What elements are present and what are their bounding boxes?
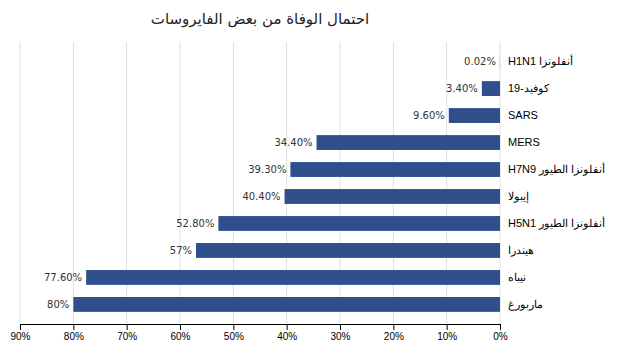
x-tick: 20% <box>384 324 404 342</box>
grid-line <box>20 42 21 324</box>
x-tick-label: 10% <box>437 331 457 342</box>
bar <box>499 54 500 69</box>
x-tick-mark <box>127 324 128 330</box>
data-label: 9.60% <box>413 110 445 121</box>
x-tick-mark <box>20 324 21 330</box>
data-label: 52.80% <box>176 218 214 229</box>
y-tick-label: هيندرا <box>508 244 534 257</box>
bar <box>196 243 500 258</box>
y-tick: أنفلونزا H1N1 <box>508 54 573 68</box>
x-tick-label: 40% <box>277 331 297 342</box>
data-label: 0.02% <box>464 56 496 67</box>
bar <box>290 162 500 177</box>
bar <box>86 270 500 285</box>
x-tick: 30% <box>330 324 350 342</box>
x-tick-label: 60% <box>170 331 190 342</box>
x-tick-mark <box>340 324 341 330</box>
data-label: 57% <box>170 245 192 256</box>
grid <box>20 42 500 324</box>
bar <box>449 108 500 123</box>
x-tick-label: 0% <box>493 331 508 342</box>
bar <box>317 135 500 150</box>
x-tick: 90% <box>10 324 30 342</box>
bars <box>73 54 500 312</box>
x-tick-label: 20% <box>384 331 404 342</box>
data-label: 40.40% <box>242 191 280 202</box>
bar <box>218 216 500 231</box>
data-label: 80% <box>47 299 69 310</box>
y-tick: كوفيد-19 <box>508 82 550 95</box>
y-axis: ماربورغ نيباه هيندرا أنفلونزا الطيور H5N1 إي… <box>508 54 605 311</box>
x-tick-mark <box>500 324 501 330</box>
x-tick-label: 70% <box>117 331 137 342</box>
x-tick: 10% <box>437 324 457 342</box>
x-tick: 40% <box>277 324 297 342</box>
data-label: 3.40% <box>446 83 478 94</box>
y-tick-label: أنفلونزا الطيور H5N1 <box>508 216 605 230</box>
x-tick-label: 80% <box>64 331 84 342</box>
plot: 90% 80% 70% 60% 50% 40% 30% 20% 10% 0% ماربورغ نيبا… <box>10 42 605 342</box>
y-tick-label: ماربورغ <box>508 298 543 311</box>
y-tick-label: أنفلونزا H1N1 <box>508 54 573 68</box>
x-tick-mark <box>393 324 394 330</box>
x-tick: 70% <box>117 324 137 342</box>
y-tick: أنفلونزا الطيور H5N1 <box>508 216 605 230</box>
x-tick-mark <box>73 324 74 330</box>
x-axis: 90% 80% 70% 60% 50% 40% 30% 20% 10% 0% <box>10 324 507 342</box>
bar <box>482 81 500 96</box>
bar <box>73 297 500 312</box>
y-tick-label: نيباه <box>508 271 526 283</box>
y-tick-label: MERS <box>508 136 540 148</box>
x-tick: 0% <box>493 324 508 342</box>
x-tick: 80% <box>64 324 84 342</box>
x-tick-mark <box>287 324 288 330</box>
x-tick-mark <box>447 324 448 330</box>
bar <box>285 189 500 204</box>
y-tick-label: أنفلونزا الطيور H7N9 <box>508 162 605 176</box>
y-tick: هيندرا <box>508 244 534 257</box>
y-tick-label: إيبولا <box>508 190 529 203</box>
data-labels: 80% 77.60% 57% 52.80% 40.40% 39.30% 34.40% 9.60… <box>44 56 496 310</box>
title: احتمال الوفاة من بعض الفايروسات <box>151 10 369 28</box>
y-tick: ماربورغ <box>508 298 543 311</box>
y-tick-label: SARS <box>508 109 538 121</box>
chart: 90% 80% 70% 60% 50% 40% 30% 20% 10% 0% ماربورغ نيبا… <box>0 0 640 352</box>
data-label: 39.30% <box>248 164 286 175</box>
data-label: 34.40% <box>274 137 312 148</box>
y-tick: MERS <box>508 136 540 148</box>
x-tick: 60% <box>170 324 190 342</box>
data-label: 77.60% <box>44 272 82 283</box>
x-tick: 50% <box>224 324 244 342</box>
y-tick: SARS <box>508 109 538 121</box>
y-tick-label: كوفيد-19 <box>508 82 550 95</box>
x-tick-mark <box>233 324 234 330</box>
y-tick: نيباه <box>508 271 526 283</box>
x-axis-line <box>21 325 501 331</box>
x-tick-label: 90% <box>10 331 30 342</box>
y-tick: أنفلونزا الطيور H7N9 <box>508 162 605 176</box>
x-tick-mark <box>180 324 181 330</box>
x-tick-label: 50% <box>224 331 244 342</box>
x-tick-label: 30% <box>330 331 350 342</box>
y-tick: إيبولا <box>508 190 529 203</box>
